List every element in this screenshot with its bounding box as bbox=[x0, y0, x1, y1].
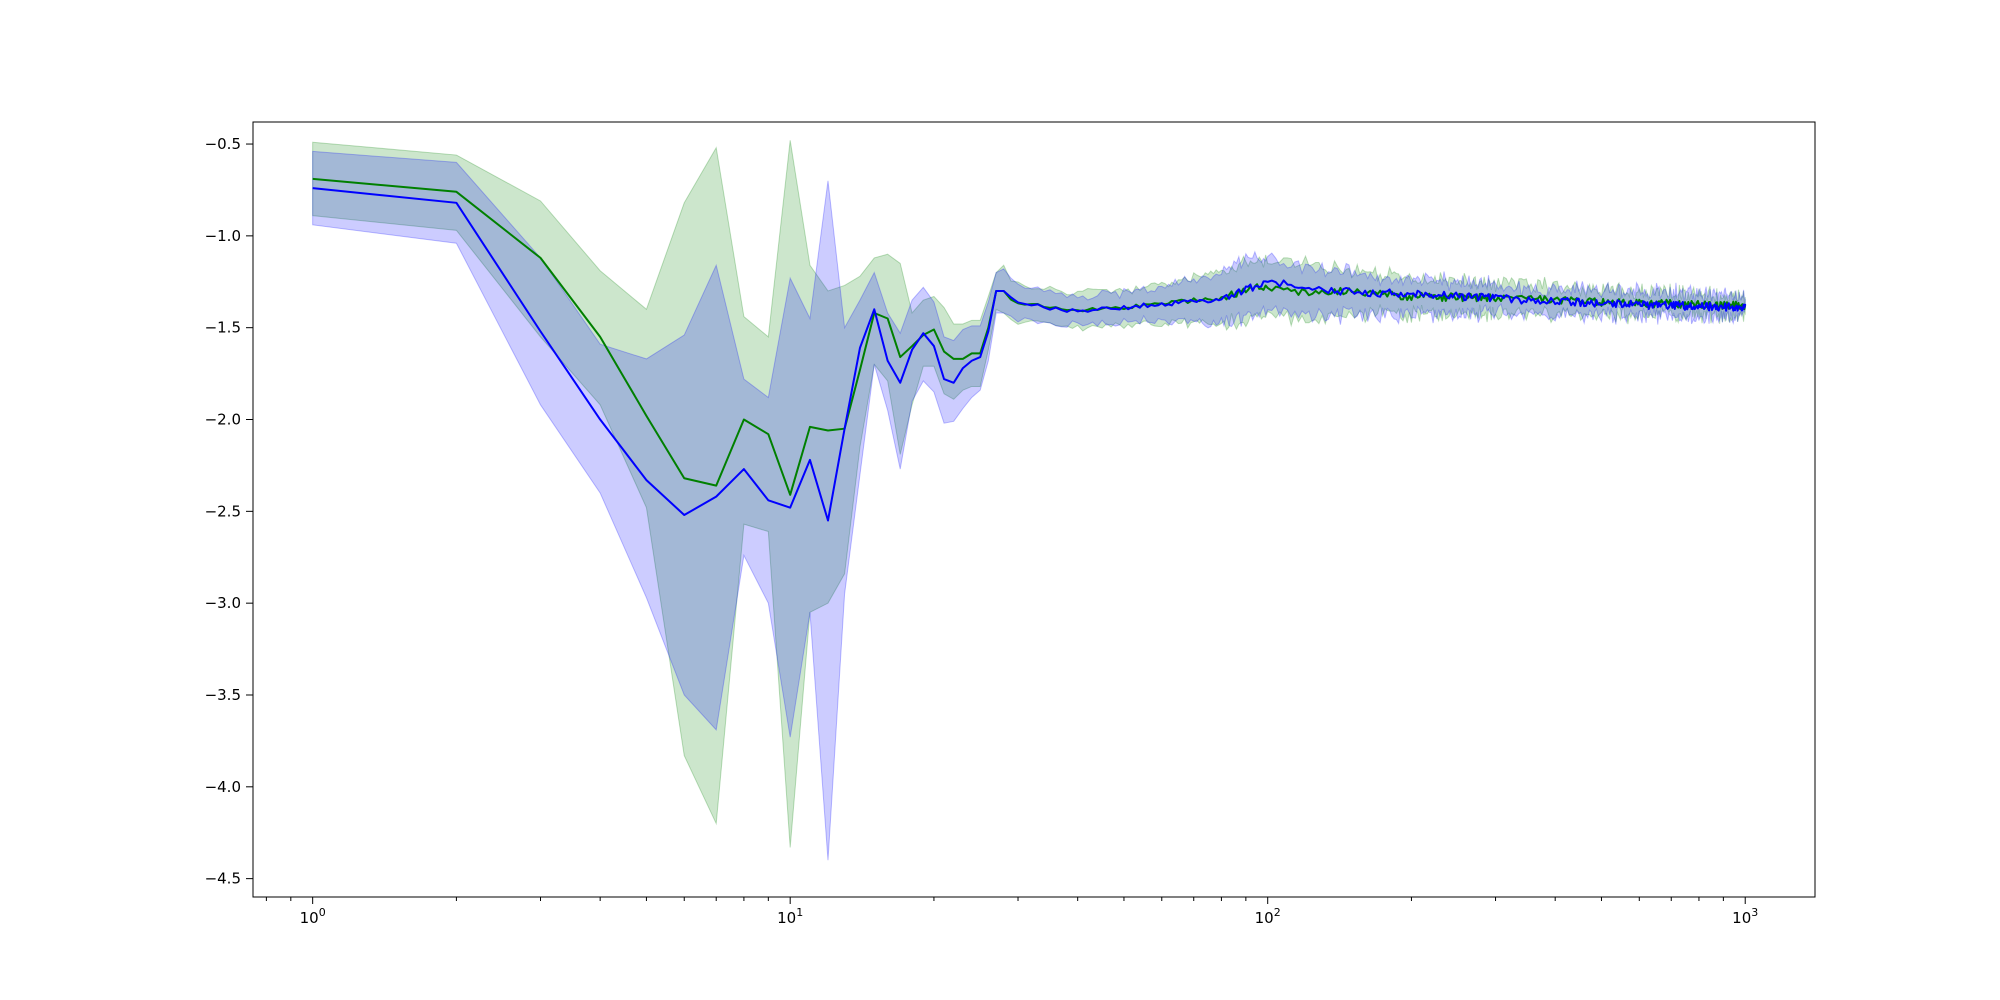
x-tick-label: 100 bbox=[300, 906, 326, 927]
x-axis-ticks: 100 101 102 103 bbox=[265, 897, 1758, 927]
y-tick-label: −3.5 bbox=[205, 686, 241, 704]
plot-area-background bbox=[253, 122, 1815, 897]
y-tick-label: −1.5 bbox=[205, 319, 241, 337]
plot-area-frame bbox=[252, 121, 1816, 898]
series-1-band bbox=[312, 140, 1746, 848]
y-tick-label: −2.0 bbox=[205, 411, 241, 429]
y-tick-label: −4.5 bbox=[205, 870, 241, 888]
y-axis-ticks: −0.5 −1.0 −1.5 −2.0 −2.5 −3.0 −3.5 −4.0 −4.5 bbox=[205, 135, 253, 888]
y-tick-label: −2.5 bbox=[205, 502, 241, 520]
x-tick-label: 102 bbox=[1255, 906, 1281, 927]
y-tick-label: −0.5 bbox=[205, 135, 241, 153]
series-2-line bbox=[312, 187, 1747, 522]
x-tick-label: 101 bbox=[777, 906, 803, 927]
y-tick-label: −4.0 bbox=[205, 778, 241, 796]
series-lines bbox=[312, 177, 1747, 522]
y-tick-label: −1.0 bbox=[205, 227, 241, 245]
y-tick-label: −3.0 bbox=[205, 594, 241, 612]
x-tick-label: 103 bbox=[1732, 906, 1758, 927]
